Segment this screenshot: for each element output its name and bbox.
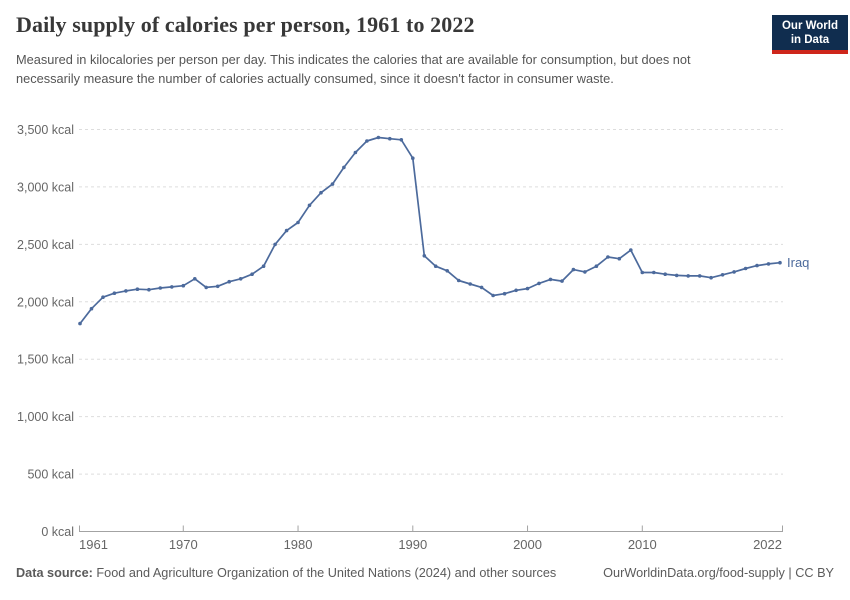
- data-point: [204, 285, 208, 290]
- data-point: [433, 264, 438, 269]
- data-point: [548, 277, 553, 282]
- data-point: [273, 242, 277, 247]
- y-axis-tick-label: 500 kcal: [27, 468, 74, 482]
- y-axis-tick-label: 1,500 kcal: [17, 353, 74, 367]
- data-point: [640, 270, 645, 275]
- page-title: Daily supply of calories per person, 196…: [16, 12, 475, 37]
- data-point: [101, 295, 105, 300]
- data-point: [732, 270, 736, 274]
- series-end-label: Iraq: [787, 255, 809, 270]
- data-point: [135, 287, 140, 292]
- y-axis-tick-label: 2,500 kcal: [17, 238, 74, 252]
- data-point: [411, 156, 415, 160]
- data-point: [330, 182, 335, 186]
- data-point: [181, 283, 186, 288]
- data-point: [78, 321, 82, 326]
- data-point: [261, 264, 266, 269]
- data-point: [571, 267, 576, 272]
- x-axis-tick-label: 2022: [753, 537, 782, 552]
- data-point: [594, 264, 599, 269]
- x-axis-tick-label: 1970: [169, 537, 198, 552]
- data-point: [468, 282, 473, 286]
- y-axis-tick-label: 3,500 kcal: [17, 123, 74, 137]
- data-point: [583, 270, 587, 274]
- owid-logo-line2: in Data: [790, 34, 830, 47]
- data-point: [766, 262, 771, 266]
- data-point: [652, 270, 656, 275]
- chart-footer: Data source: Food and Agriculture Organi…: [16, 566, 834, 580]
- data-point: [720, 273, 725, 277]
- data-point: [743, 266, 748, 271]
- data-point: [307, 203, 312, 208]
- data-point: [560, 279, 564, 283]
- y-axis-tick-label: 1,000 kcal: [17, 410, 74, 424]
- data-point: [709, 275, 713, 280]
- data-point: [284, 228, 289, 233]
- x-axis-tick-label: 2000: [513, 537, 542, 552]
- data-point: [124, 289, 128, 293]
- data-point: [697, 274, 702, 278]
- data-point: [606, 255, 610, 259]
- series-line-iraq: [79, 136, 781, 325]
- data-point: [89, 306, 94, 311]
- y-axis-tick-label: 0 kcal: [41, 525, 74, 539]
- footer-link[interactable]: OurWorldinData.org/food-supply | CC BY: [603, 566, 834, 580]
- data-point: [112, 291, 117, 296]
- data-source-text: Food and Agriculture Organization of the…: [96, 566, 557, 580]
- data-point: [365, 139, 369, 143]
- owid-logo[interactable]: Our World in Data: [772, 15, 848, 55]
- data-point: [342, 165, 346, 170]
- data-point: [778, 260, 782, 265]
- data-source-label: Data source:: [16, 566, 93, 580]
- data-point: [296, 220, 300, 225]
- owid-logo-line1: Our World: [781, 20, 838, 32]
- data-point: [319, 190, 323, 195]
- data-point: [479, 285, 484, 290]
- data-point: [238, 277, 243, 281]
- data-point: [353, 150, 358, 155]
- data-point: [686, 274, 690, 278]
- data-point: [537, 281, 541, 286]
- data-point: [491, 293, 495, 298]
- y-axis-tick-label: 3,000 kcal: [17, 180, 74, 194]
- data-point: [456, 278, 461, 283]
- data-point: [215, 284, 220, 289]
- data-point: [376, 135, 381, 140]
- data-point: [170, 285, 174, 289]
- data-point: [617, 256, 622, 261]
- data-source: Data source: Food and Agriculture Organi…: [16, 566, 556, 580]
- data-point: [663, 272, 667, 277]
- data-point: [422, 254, 427, 258]
- data-point: [388, 136, 392, 141]
- data-point: [193, 277, 197, 281]
- data-point: [755, 263, 759, 268]
- data-point: [250, 272, 254, 277]
- data-point: [147, 287, 151, 292]
- chart-subtitle: Measured in kilocalories per person per …: [16, 52, 691, 87]
- x-axis-tick-label: 2010: [628, 537, 657, 552]
- data-point: [502, 291, 507, 296]
- x-axis-tick-label: 1990: [398, 537, 427, 552]
- data-point: [629, 248, 633, 252]
- data-point: [514, 288, 518, 293]
- data-point: [399, 138, 404, 142]
- x-axis-tick-label: 1961: [79, 537, 108, 552]
- y-axis-tick-label: 2,000 kcal: [17, 295, 74, 309]
- data-point: [227, 279, 231, 284]
- data-point: [445, 269, 450, 273]
- data-point: [525, 286, 530, 291]
- x-axis-tick-label: 1980: [284, 537, 313, 552]
- data-point: [674, 273, 679, 278]
- data-point: [158, 286, 163, 290]
